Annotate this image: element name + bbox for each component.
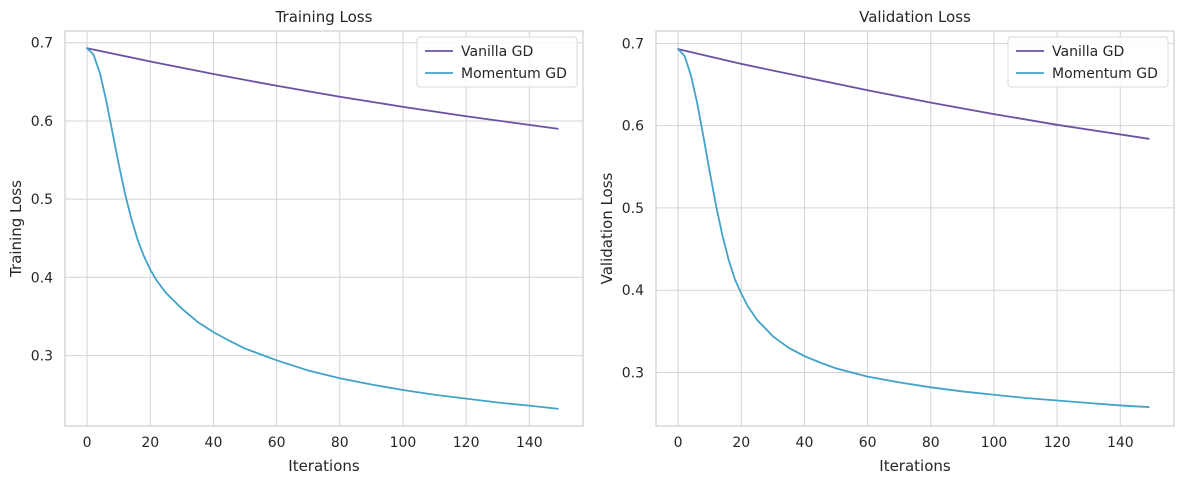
x-tick-label: 120 xyxy=(1044,435,1071,451)
x-tick-label: 140 xyxy=(1107,435,1134,451)
chart-title: Training Loss xyxy=(275,8,373,26)
x-axis-label: Iterations xyxy=(288,457,360,475)
x-tick-label: 40 xyxy=(796,435,814,451)
legend: Vanilla GD Momentum GD xyxy=(416,36,578,88)
y-tick-label: 0.7 xyxy=(31,36,53,52)
x-tick-label: 0 xyxy=(674,435,683,451)
x-tick-label: 0 xyxy=(83,435,92,451)
x-tick-label: 60 xyxy=(268,435,286,451)
legend-label: Momentum GD xyxy=(461,66,567,82)
x-tick-label: 80 xyxy=(331,435,349,451)
x-tick-label: 60 xyxy=(859,435,877,451)
x-tick-label: 20 xyxy=(732,435,750,451)
legend: Vanilla GD Momentum GD xyxy=(1007,36,1169,88)
x-axis-label: Iterations xyxy=(879,457,951,475)
plot-frame xyxy=(64,30,584,427)
series-line-momentum-gd xyxy=(86,47,559,410)
legend-label: Momentum GD xyxy=(1052,66,1158,82)
legend-label: Vanilla GD xyxy=(1052,44,1124,60)
y-tick-label: 0.4 xyxy=(622,283,644,299)
chart-title: Validation Loss xyxy=(859,8,971,26)
x-tick-label: 120 xyxy=(453,435,480,451)
series-line-momentum-gd xyxy=(677,48,1150,408)
x-tick-label: 80 xyxy=(922,435,940,451)
y-tick-label: 0.3 xyxy=(31,349,53,365)
x-tick-label: 20 xyxy=(141,435,159,451)
y-tick-label: 0.7 xyxy=(622,36,644,52)
series-line-vanilla-gd xyxy=(677,48,1150,140)
x-tick-label: 100 xyxy=(981,435,1008,451)
legend-box xyxy=(416,36,578,88)
chart-panel-1: 0 20 40 60 80 100 120 140 0.3 0.4 0.5 0.6 0.7 Trainin… xyxy=(7,8,584,475)
legend-box xyxy=(1007,36,1169,88)
y-tick-label: 0.6 xyxy=(622,119,644,135)
y-tick-label: 0.6 xyxy=(31,114,53,130)
chart-panel-2: 0 20 40 60 80 100 120 140 0.3 0.4 0.5 0.6 0.7 Validat… xyxy=(598,8,1175,475)
y-tick-label: 0.5 xyxy=(622,201,644,217)
y-tick-label: 0.5 xyxy=(31,192,53,208)
x-tick-label: 40 xyxy=(205,435,223,451)
x-tick-label: 140 xyxy=(516,435,543,451)
y-tick-label: 0.4 xyxy=(31,270,53,286)
series-line-vanilla-gd xyxy=(86,47,559,130)
y-tick-label: 0.3 xyxy=(622,366,644,382)
plot-frame xyxy=(655,30,1175,427)
y-axis-label: Validation Loss xyxy=(598,172,616,284)
legend-label: Vanilla GD xyxy=(461,44,533,60)
x-tick-label: 100 xyxy=(390,435,417,451)
y-axis-label: Training Loss xyxy=(7,180,25,278)
